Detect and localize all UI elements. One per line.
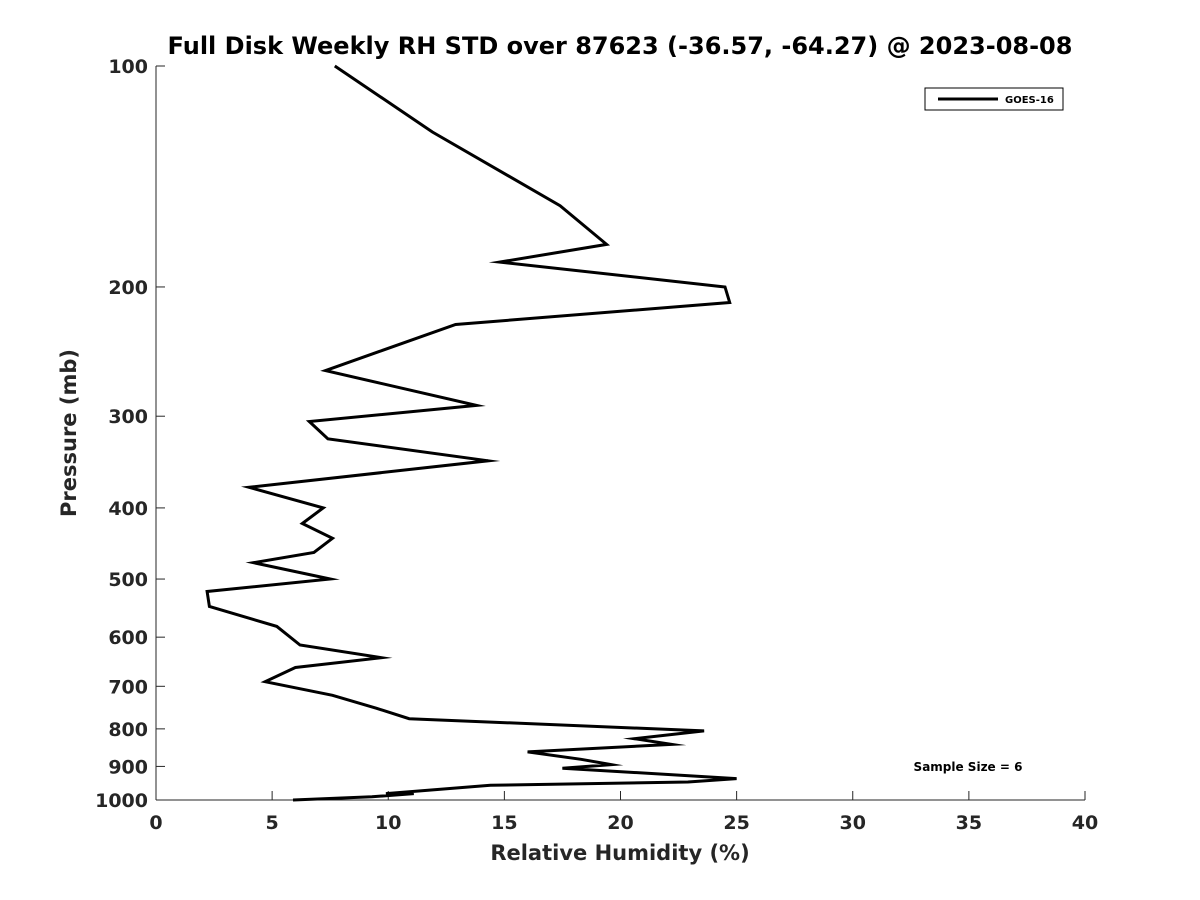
chart-title: Full Disk Weekly RH STD over 87623 (-36.… [168, 32, 1073, 60]
y-tick-label: 800 [108, 719, 148, 741]
y-axis-label: Pressure (mb) [57, 349, 81, 517]
sample-size-annotation: Sample Size = 6 [914, 760, 1023, 774]
x-tick-label: 25 [723, 812, 749, 834]
series-line-goes16 [205, 64, 737, 802]
series-layer [205, 64, 737, 802]
x-tick-label: 0 [149, 812, 162, 834]
plot-area [156, 66, 1085, 800]
x-tick-label: 35 [956, 812, 982, 834]
y-tick-label: 700 [108, 676, 148, 698]
x-axis: 0 5 10 15 20 25 30 35 40 [149, 791, 1098, 834]
y-tick-label: 900 [108, 756, 148, 778]
y-tick-label: 200 [108, 277, 148, 299]
y-tick-label: 300 [108, 406, 148, 428]
x-tick-label: 15 [491, 812, 517, 834]
y-tick-label: 600 [108, 627, 148, 649]
x-tick-label: 30 [840, 812, 866, 834]
legend: GOES-16 [924, 87, 1064, 111]
y-tick-label: 400 [108, 498, 148, 520]
y-axis: 100 200 300 400 500 600 700 800 900 1000 [95, 56, 165, 812]
x-tick-label: 40 [1072, 812, 1098, 834]
x-tick-label: 20 [607, 812, 633, 834]
y-tick-label: 100 [108, 56, 148, 78]
y-tick-label: 1000 [95, 790, 148, 812]
x-tick-label: 5 [266, 812, 279, 834]
x-axis-label: Relative Humidity (%) [490, 841, 749, 865]
legend-label-goes16: GOES-16 [1005, 95, 1054, 106]
x-tick-label: 10 [375, 812, 401, 834]
y-tick-label: 500 [108, 569, 148, 591]
